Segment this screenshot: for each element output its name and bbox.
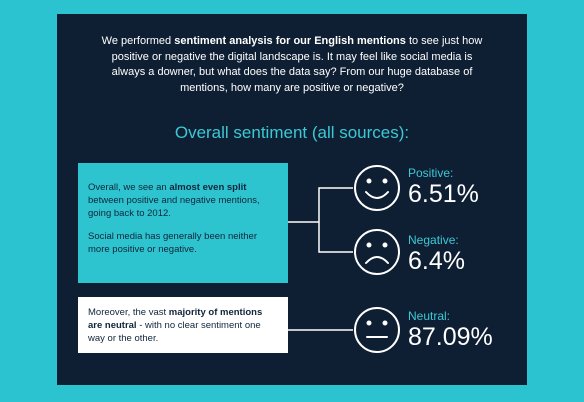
stat-label: Neutral: <box>408 309 451 323</box>
stat-value: 6.4% <box>408 247 465 275</box>
bold-text: sentiment analysis for our English menti… <box>174 35 406 47</box>
panel: We performed sentiment analysis for our … <box>57 14 527 385</box>
text: Social media has generally been neither … <box>88 231 257 255</box>
text: We performed <box>101 35 175 47</box>
neutral-face <box>354 307 400 353</box>
stat-label: Negative: <box>408 233 459 247</box>
paragraph: Overall, we see an almost even split bet… <box>88 181 278 220</box>
sad-face <box>354 229 400 275</box>
connector <box>318 187 353 253</box>
intro-text: We performed sentiment analysis for our … <box>97 34 487 96</box>
text: Moreover, the vast <box>88 307 169 318</box>
bold-text: almost even split <box>169 182 247 193</box>
neutral-box: Moreover, the vast majority of mentions … <box>78 297 288 353</box>
neutral-stat: Neutral: 87.09% <box>408 309 493 351</box>
text: between positive and negative mentions, … <box>88 195 260 219</box>
negative-stat: Negative: 6.4% <box>408 233 465 275</box>
connectors <box>288 187 353 331</box>
positive-stat: Positive: 6.51% <box>408 166 479 208</box>
stat-value: 87.09% <box>408 323 493 351</box>
text: to see just how positive or negative the… <box>111 35 483 94</box>
text: - with no clear sentiment one way or the… <box>88 320 261 344</box>
stat-label: Positive: <box>408 166 454 180</box>
faces <box>354 165 400 353</box>
happy-face <box>354 165 400 211</box>
summary-box: Overall, we see an almost even split bet… <box>78 163 288 283</box>
text: Overall, we see an <box>88 182 170 193</box>
stat-value: 6.51% <box>408 180 479 208</box>
paragraph: Moreover, the vast majority of mentions … <box>88 306 278 345</box>
heading: Overall sentiment (all sources): <box>174 123 410 142</box>
bold-text: majority of mentions are neutral <box>88 307 263 331</box>
paragraph: Social media has generally been neither … <box>88 230 278 256</box>
connectors-and-faces <box>288 165 400 353</box>
